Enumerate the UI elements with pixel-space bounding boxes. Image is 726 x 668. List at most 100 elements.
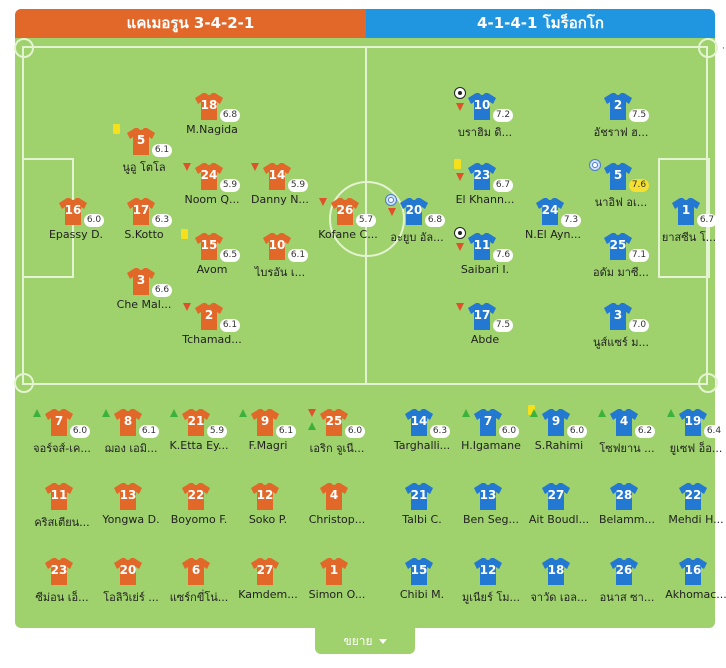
player-number: 28 [615, 488, 633, 502]
away-sub-player[interactable]: 16 Akhomac... [655, 554, 726, 610]
player-number: 26 [615, 563, 633, 577]
player-rating: 7.6 [629, 179, 649, 192]
home-sub-player[interactable]: 22 Boyomo F. [158, 479, 240, 535]
home-sub-player[interactable]: 12 Soko P. [227, 479, 309, 535]
home-sub-player[interactable]: 13 Yongwa D. [90, 479, 172, 535]
expand-button[interactable]: ขยาย [315, 628, 415, 654]
away-sub-player[interactable]: 9 6.0 S.Rahimi [518, 405, 600, 461]
player-name: Yongwa D. [102, 513, 160, 526]
home-player[interactable]: 3 6.6 Che Mal... [103, 264, 185, 320]
sub-out-icon [456, 103, 464, 111]
away-sub-player[interactable]: 13 Ben Seg... [450, 479, 532, 535]
away-sub-player[interactable]: 14 6.3 Targhalli... [381, 405, 463, 461]
home-player[interactable]: 10 6.1 ไบรอัน เ... [239, 229, 321, 285]
goal-ball-icon [454, 227, 466, 239]
home-player[interactable]: 18 6.8 M.Nagida [171, 89, 253, 145]
home-sub-player[interactable]: 25 6.0 เอริก จูเนี... [296, 405, 378, 461]
away-sub-player[interactable]: 18 จาวัด เอล... [518, 554, 600, 610]
away-player[interactable]: 10 7.2 บราฮิม ดิ... [444, 87, 526, 145]
player-name: Epassy D. [48, 228, 104, 241]
home-sub-player[interactable]: 11 คริสเตียน... [21, 479, 103, 535]
player-number: 9 [551, 414, 561, 428]
away-player[interactable]: 1 6.7 ยาสซีน โ... [648, 194, 726, 250]
home-sub-player[interactable]: 1 Simon O... [296, 554, 378, 610]
player-name: Soko P. [248, 513, 288, 526]
away-sub-player[interactable]: 7 6.0 H.Igamane [450, 405, 532, 461]
away-sub-player[interactable]: 22 Mehdi H... [655, 479, 726, 535]
away-sub-player[interactable]: 15 Chibi M. [381, 554, 463, 610]
away-sub-player[interactable]: 21 Talbi C. [381, 479, 463, 535]
away-sub-player[interactable]: 19 6.4 ยูเซฟ อ็อ... [655, 405, 726, 461]
player-name: S.Kotto [124, 228, 164, 241]
player-name: จอร์จส์-เค... [33, 442, 91, 455]
sub-in-icon [33, 409, 41, 417]
home-player[interactable]: 16 6.0 Epassy D. [35, 194, 117, 250]
jersey-icon: 26 [330, 196, 360, 226]
captain-icon [589, 159, 601, 171]
away-player[interactable]: 23 6.7 El Khann... [444, 159, 526, 215]
home-player[interactable]: 15 6.5 Avom [171, 229, 253, 285]
player-name: Chibi M. [399, 588, 445, 601]
away-player[interactable]: 24 7.3 N.El Ayn... [512, 194, 594, 250]
player-rating: 6.0 [345, 425, 365, 438]
away-player[interactable]: 2 7.5 อัชราฟ ฮ... [580, 89, 662, 145]
player-rating: 5.9 [288, 179, 308, 192]
player-name: H.Igamane [461, 439, 521, 452]
away-player[interactable]: 11 7.6 Saibari I. [444, 227, 526, 285]
home-player[interactable]: 26 5.7 Kofane C... [307, 194, 389, 250]
home-sub-player[interactable]: 4 Christop... [296, 479, 378, 535]
away-sub-player[interactable]: 26 อนาส ซา... [586, 554, 668, 610]
away-player[interactable]: 3 7.0 นูส์แซร์ ม... [580, 299, 662, 355]
player-number: 9 [260, 414, 270, 428]
home-player[interactable]: 2 6.1 Tchamad... [171, 299, 253, 355]
away-sub-player[interactable]: 27 Ait Boudl... [518, 479, 600, 535]
player-rating: 6.1 [276, 425, 296, 438]
player-number: 24 [541, 203, 559, 217]
jersey-icon: 25 [603, 231, 633, 261]
yellow-card-icon [113, 124, 120, 134]
jersey-icon: 21 [181, 407, 211, 437]
home-player[interactable]: 5 6.1 นูอู โตโล [103, 124, 185, 180]
player-name: Danny N... [251, 193, 309, 206]
jersey-icon: 10 [467, 91, 497, 121]
home-sub-player[interactable]: 8 6.1 ฌอง เอมิ... [90, 405, 172, 461]
home-player[interactable]: 14 5.9 Danny N... [239, 159, 321, 215]
home-sub-player[interactable]: 7 6.0 จอร์จส์-เค... [21, 405, 103, 461]
away-player[interactable]: 25 7.1 อดัม มาซี... [580, 229, 662, 285]
away-sub-player[interactable]: 4 6.2 โซฟยาน ... [586, 405, 668, 461]
player-name: Tchamad... [182, 333, 242, 346]
player-number: 18 [200, 98, 218, 112]
home-sub-player[interactable]: 23 ซีม่อน เอ็... [21, 554, 103, 610]
home-sub-player[interactable]: 9 6.1 F.Magri [227, 405, 309, 461]
home-player[interactable]: 17 6.3 S.Kotto [103, 194, 185, 250]
home-sub-player[interactable]: 27 Kamdem... [227, 554, 309, 610]
player-number: 16 [64, 203, 82, 217]
player-name: นูส์แซร์ ม... [593, 336, 649, 349]
player-name: Ben Seg... [462, 513, 519, 526]
player-number: 1 [329, 563, 339, 577]
away-sub-player[interactable]: 28 Belamm... [586, 479, 668, 535]
player-number: 21 [187, 414, 205, 428]
away-player[interactable]: 17 7.5 Abde [444, 299, 526, 355]
jersey-icon: 6 [181, 556, 211, 586]
player-number: 10 [268, 238, 286, 252]
sub-in-icon [667, 409, 675, 417]
away-player[interactable]: 5 7.6 นาอิฟ อเ... [580, 159, 662, 215]
jersey-icon: 2 [194, 301, 224, 331]
home-sub-player[interactable]: 20 โอลิวิเย่ร์ ... [90, 554, 172, 610]
jersey-icon: 15 [194, 231, 224, 261]
away-sub-player[interactable]: 12 มูเนียร์ โม... [450, 554, 532, 610]
player-rating: 6.3 [152, 214, 172, 227]
player-number: 14 [410, 414, 428, 428]
away-player[interactable]: 20 6.8 อะยูบ อัล... [376, 194, 458, 250]
home-player[interactable]: 24 5.9 Noom Q... [171, 159, 253, 215]
sub-out-icon [456, 243, 464, 251]
home-sub-player[interactable]: 6 แซร์กขี่โน่... [158, 554, 240, 610]
sub-out-icon [251, 163, 259, 171]
jersey-icon: 28 [609, 481, 639, 511]
player-number: 3 [613, 308, 623, 322]
home-sub-player[interactable]: 21 5.9 K.Etta Ey... [158, 405, 240, 461]
player-number: 12 [256, 488, 274, 502]
player-name: Kamdem... [238, 588, 298, 601]
player-name: บราฮิม ดิ... [457, 126, 513, 139]
